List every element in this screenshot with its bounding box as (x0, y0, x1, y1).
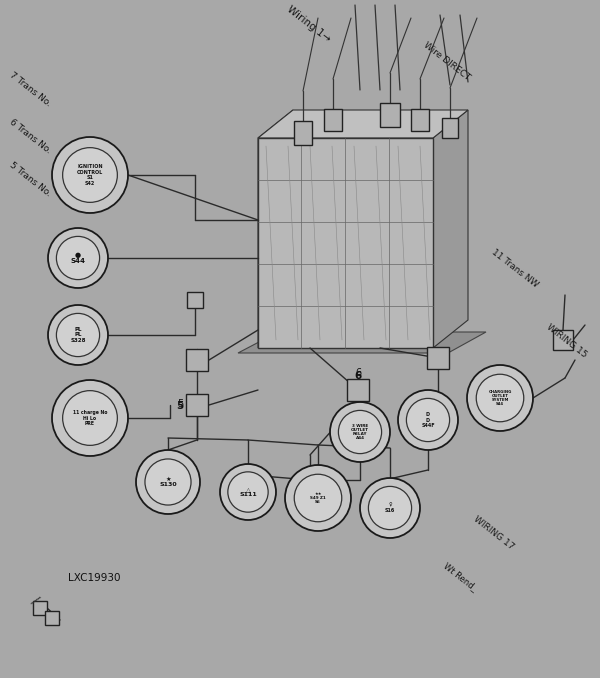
Text: 6: 6 (355, 368, 361, 378)
Circle shape (228, 472, 268, 512)
Bar (553, 330, 573, 350)
Text: 11 charge No
Hi Lo
PRE: 11 charge No Hi Lo PRE (73, 410, 107, 426)
Polygon shape (258, 110, 468, 138)
Bar (45, 611, 59, 625)
Text: 11 Trans NW: 11 Trans NW (490, 248, 540, 290)
Circle shape (368, 486, 412, 530)
Circle shape (338, 410, 382, 454)
Circle shape (294, 474, 342, 522)
Text: Wt Rend_: Wt Rend_ (442, 561, 479, 593)
Circle shape (52, 380, 128, 456)
Text: 5: 5 (177, 399, 183, 409)
Bar (324, 109, 342, 131)
Bar (258, 138, 433, 348)
Text: ●
S44: ● S44 (71, 252, 86, 264)
Circle shape (62, 148, 118, 202)
Circle shape (62, 391, 118, 445)
Text: CHARGING
OUTLET
SYSTEM
S44: CHARGING OUTLET SYSTEM S44 (488, 390, 512, 406)
Bar (347, 379, 369, 401)
Bar (380, 103, 400, 127)
Text: WIRING 17: WIRING 17 (472, 515, 516, 552)
Polygon shape (238, 332, 486, 353)
Circle shape (476, 374, 524, 422)
Text: 6: 6 (355, 371, 362, 381)
Circle shape (398, 390, 458, 450)
Bar (186, 394, 208, 416)
Circle shape (136, 450, 200, 514)
Bar (427, 347, 449, 369)
Text: WIRING 15: WIRING 15 (545, 323, 589, 360)
Bar (187, 292, 203, 308)
Text: 5: 5 (176, 401, 184, 411)
Text: 3 WIRE
OUTLET
RELAY
A44: 3 WIRE OUTLET RELAY A44 (351, 424, 369, 441)
Bar (442, 118, 458, 138)
Text: ★
S130: ★ S130 (159, 477, 177, 487)
Text: IGNITION
CONTROL
S1
S42: IGNITION CONTROL S1 S42 (77, 164, 103, 186)
Bar (411, 109, 429, 131)
Text: Wire DIRECT: Wire DIRECT (422, 41, 472, 83)
Circle shape (56, 237, 100, 279)
Bar (186, 349, 208, 371)
Text: ♀
S16: ♀ S16 (385, 503, 395, 513)
Text: 6 Trans No.: 6 Trans No. (8, 118, 53, 156)
Text: 7 Trans No.: 7 Trans No. (8, 71, 53, 109)
Text: ★★
S49 Z1
S6: ★★ S49 Z1 S6 (310, 492, 326, 504)
Polygon shape (258, 110, 293, 348)
Text: Wiring 1→: Wiring 1→ (285, 4, 332, 44)
Circle shape (48, 305, 108, 365)
Text: 5 Trans No.: 5 Trans No. (8, 161, 53, 199)
Circle shape (360, 478, 420, 538)
Circle shape (56, 313, 100, 357)
Circle shape (406, 399, 449, 441)
Circle shape (145, 459, 191, 505)
Circle shape (285, 465, 351, 531)
Text: LXC19930: LXC19930 (68, 573, 121, 583)
Circle shape (330, 402, 390, 462)
Circle shape (48, 228, 108, 288)
Text: D
D
S44F: D D S44F (421, 412, 435, 428)
Circle shape (220, 464, 276, 520)
Polygon shape (433, 110, 468, 348)
Text: PL
PL
S328: PL PL S328 (70, 327, 86, 343)
Bar (33, 601, 47, 615)
Text: /: / (29, 593, 41, 607)
Circle shape (52, 137, 128, 213)
Text: △
S111: △ S111 (239, 487, 257, 497)
Bar (294, 121, 312, 145)
Circle shape (467, 365, 533, 431)
